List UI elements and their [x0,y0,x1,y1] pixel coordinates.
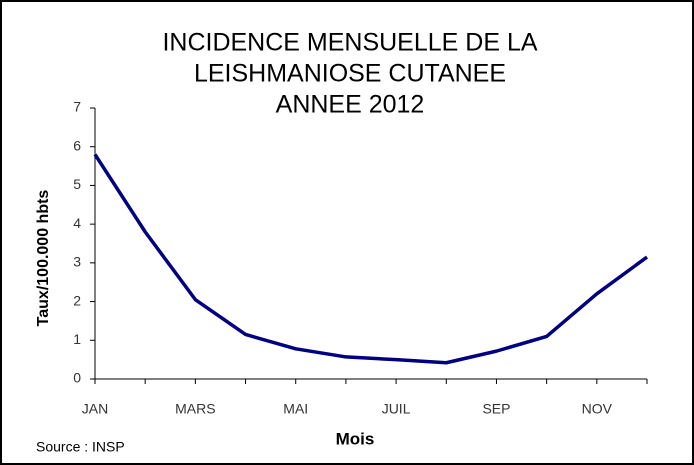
data-line [93,153,649,365]
chart-title: INCIDENCE MENSUELLE DE LA [162,29,537,57]
chart-title: ANNEE 2012 [276,91,425,119]
x-tick-label: SEP [482,401,510,417]
y-tick-label: 4 [73,215,81,231]
x-tick-label: MAI [283,401,308,417]
y-tick-label: 3 [73,254,81,270]
y-tick-label: 1 [73,331,81,347]
y-tick-label: 7 [73,99,81,115]
x-tick-label: JUIL [382,401,411,417]
x-axis-label: Mois [336,429,375,448]
y-axis-label: Taux/100.000 hbts [35,190,52,327]
y-tick-label: 2 [73,292,81,308]
source-note: Source : INSP [36,439,125,455]
x-tick-label: JAN [82,401,108,417]
y-tick-label: 5 [73,176,81,192]
y-tick-label: 0 [73,370,81,386]
y-tick-label: 6 [73,137,81,153]
x-tick-label: MARS [175,401,215,417]
x-tick-label: NOV [582,401,613,417]
chart-title: LEISHMANIOSE CUTANEE [194,60,506,88]
